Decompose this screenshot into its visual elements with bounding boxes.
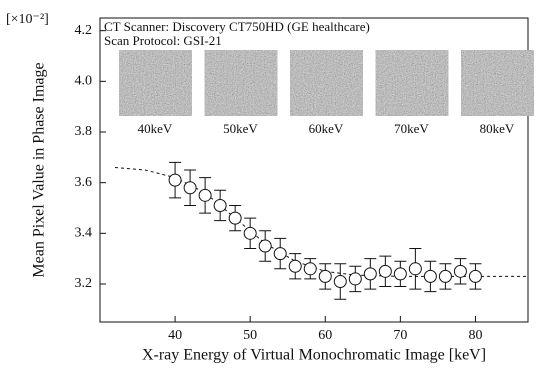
annotation: Scan Protocol: GSI-21 [104, 33, 222, 48]
thumbnail [290, 50, 363, 116]
x-tick-label: 80 [468, 328, 482, 343]
y-tick-label: 4.0 [75, 74, 93, 89]
y-tick-label: 3.4 [75, 226, 93, 241]
data-point [424, 270, 436, 282]
image-label: 70keV [394, 121, 429, 136]
x-tick-label: 40 [168, 328, 182, 343]
image-label: 80keV [480, 121, 515, 136]
data-point [229, 212, 241, 224]
x-tick-label: 60 [318, 328, 332, 343]
thumbnail [205, 50, 278, 116]
x-axis-label: X-ray Energy of Virtual Monochromatic Im… [142, 347, 486, 364]
data-point [214, 199, 226, 211]
data-point [394, 268, 406, 280]
data-point [349, 273, 361, 285]
y-tick-label: 3.8 [75, 124, 93, 139]
thumbnail [119, 50, 192, 116]
data-point [469, 270, 481, 282]
annotation: CT Scanner: Discovery CT750HD (GE health… [104, 19, 370, 34]
data-point [169, 174, 181, 186]
exponent-label: [×10⁻²] [6, 12, 49, 27]
data-point [409, 263, 421, 275]
image-label: 60keV [309, 121, 344, 136]
image-label: 50keV [223, 121, 258, 136]
thumbnail [461, 50, 534, 116]
data-point [379, 265, 391, 277]
y-tick-label: 3.6 [75, 175, 93, 190]
x-tick-label: 70 [393, 328, 407, 343]
y-axis-label: Mean Pixel Value in Phase Image [31, 62, 48, 277]
thumbnail [376, 50, 449, 116]
data-point [199, 189, 211, 201]
data-point [319, 270, 331, 282]
data-point [274, 248, 286, 260]
data-point [364, 268, 376, 280]
data-point [454, 265, 466, 277]
data-point [334, 275, 346, 287]
data-point [289, 260, 301, 272]
y-tick-label: 4.2 [75, 23, 93, 38]
image-label: 40keV [138, 121, 173, 136]
data-point [244, 227, 256, 239]
y-tick-label: 3.2 [75, 276, 93, 291]
chart: [×10⁻²] CT Scanner: Discovery CT750HD (G… [0, 0, 539, 370]
data-point [259, 240, 271, 252]
page: {"chart_data":{"type":"scatter", "expone… [0, 0, 539, 370]
data-point [304, 263, 316, 275]
data-point [439, 270, 451, 282]
x-tick-label: 50 [243, 328, 257, 343]
data-point [184, 182, 196, 194]
